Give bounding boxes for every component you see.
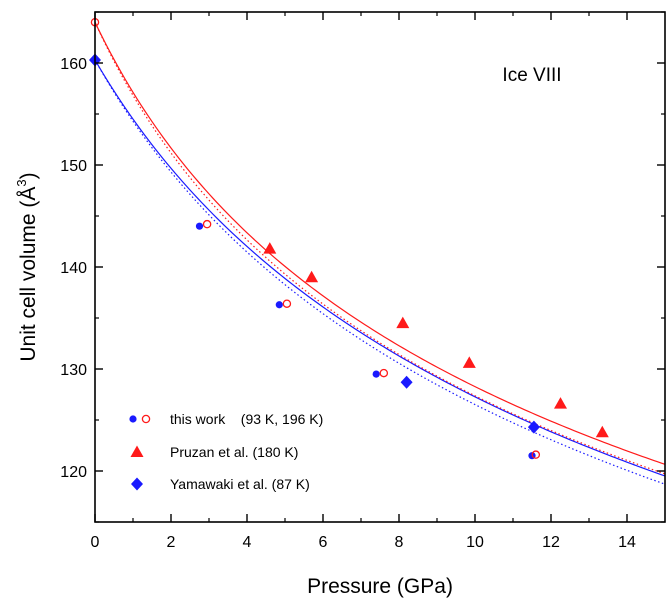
data-point	[195, 222, 204, 230]
data-point	[263, 242, 277, 254]
y-axis-label-main: Unit cell volume (Å	[17, 187, 40, 362]
legend-marker	[130, 445, 144, 457]
x-tick-label: 12	[542, 534, 560, 551]
data-point	[595, 425, 609, 438]
y-axis-label-superscript: 3	[14, 179, 29, 186]
chart-annotation: Ice VIII	[502, 65, 561, 86]
x-tick-label: 8	[395, 534, 404, 551]
fit-curve	[94, 59, 666, 485]
data-point	[554, 397, 567, 409]
x-tick-label: 6	[319, 534, 328, 551]
fit-curve	[94, 21, 666, 475]
legend-label: this work (93 K, 196 K)	[170, 411, 323, 427]
data-point	[275, 301, 283, 309]
x-tick-label: 0	[91, 534, 100, 551]
x-axis-label: Pressure (GPa)	[307, 575, 453, 598]
y-tick-label: 150	[60, 158, 87, 175]
legend-marker	[141, 414, 151, 424]
y-tick-label: 140	[60, 260, 87, 277]
y-tick-label: 160	[60, 56, 87, 73]
y-axis-label: Unit cell volume (Å3)	[14, 172, 40, 361]
legend-label: Yamawaki et al. (87 K)	[170, 476, 310, 492]
x-tick-label: 2	[167, 534, 176, 551]
data-point	[282, 299, 292, 308]
data-point	[531, 450, 541, 459]
legend-marker	[129, 415, 137, 423]
data-point	[527, 420, 540, 434]
axis-ticks: 0 2 4 6 8 10 12 14 120 130 140 150 160	[60, 11, 665, 551]
y-tick-label: 130	[60, 362, 87, 379]
fit-curves	[94, 21, 666, 485]
legend-marker	[131, 477, 143, 491]
data-point	[305, 270, 319, 283]
x-tick-label: 4	[243, 534, 252, 551]
data-point	[462, 356, 476, 368]
y-axis-label-close: )	[17, 172, 40, 179]
legend-label: Pruzan et al. (180 K)	[170, 444, 298, 460]
x-tick-label: 10	[466, 534, 484, 551]
data-point	[396, 316, 410, 329]
x-tick-label: 14	[618, 534, 636, 551]
fit-curve	[94, 59, 666, 477]
fit-curve	[94, 21, 666, 465]
data-point	[202, 219, 212, 229]
legend: this work (93 K, 196 K) Pruzan et al. (18…	[129, 411, 323, 492]
data-point	[400, 375, 413, 389]
data-point	[379, 368, 389, 378]
data-point	[372, 370, 380, 378]
y-tick-label: 120	[60, 464, 87, 481]
